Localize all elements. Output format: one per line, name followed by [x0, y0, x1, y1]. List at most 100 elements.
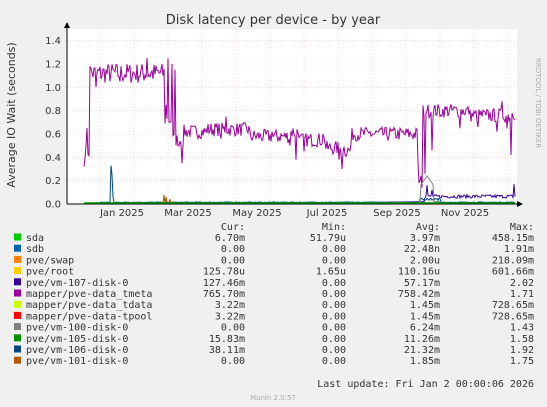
legend-max: 1.71: [510, 289, 534, 300]
legend-avg: 1.45m: [410, 311, 440, 322]
legend-swatch: [14, 300, 21, 308]
legend-max: 1.92: [510, 345, 534, 356]
legend-cur: 125.78u: [203, 267, 245, 278]
legend-min: 0.00: [322, 311, 346, 322]
legend-min: 0.00: [322, 278, 346, 289]
legend-swatch: [14, 323, 21, 331]
x-tick-label: Nov 2025: [441, 208, 489, 219]
legend-name: mapper/pve-data-tpool: [26, 311, 152, 322]
y-tick-label: 0.6: [45, 130, 61, 141]
legend-min: 0.00: [322, 356, 346, 367]
legend-avg: 1.45m: [410, 300, 440, 311]
y-axis-label: Average IO Wait (seconds): [5, 42, 18, 187]
x-axis-arrow: [517, 201, 523, 207]
legend-name: mapper/pve-data_tmeta: [26, 289, 152, 300]
legend-cur: 3.22m: [215, 300, 245, 311]
y-tick-label: 0.4: [45, 153, 61, 164]
x-tick-label: Sep 2025: [373, 208, 420, 219]
legend-cur: 6.70m: [215, 233, 245, 244]
legend-max: 458.15m: [492, 233, 534, 244]
legend-min: 0.00: [322, 289, 346, 300]
legend-min: 0.00: [322, 300, 346, 311]
legend-name: pve/vm-106-disk-0: [26, 345, 128, 356]
legend-cur: 38.11m: [209, 345, 245, 356]
legend-min: 0.00: [322, 255, 346, 266]
legend-avg: 6.24m: [410, 323, 440, 334]
y-tick-label: 0.0: [45, 200, 61, 211]
y-ticks: 0.0 0.2 0.4 0.6 0.8 1.0 1.2 1.4: [45, 36, 61, 210]
legend-name: sdb: [26, 244, 44, 255]
legend-avg: 57.17m: [404, 278, 440, 289]
legend-max: 728.65m: [492, 311, 534, 322]
y-tick-label: 1.2: [45, 60, 61, 71]
legend-avg: 1.85m: [410, 356, 440, 367]
header-avg: Avg:: [416, 222, 440, 233]
legend-avg: 21.32m: [404, 345, 440, 356]
munin-version: Munin 2.0.57: [250, 394, 296, 402]
legend-name: pve/root: [26, 267, 74, 278]
legend-swatch: [14, 311, 21, 319]
legend-avg: 758.42m: [398, 289, 440, 300]
x-tick-label: May 2025: [232, 208, 281, 219]
legend-cur: 0.00: [221, 323, 245, 334]
legend-min: 0.00: [322, 345, 346, 356]
legend-swatch: [14, 233, 21, 241]
legend-name: pve/vm-100-disk-0: [26, 323, 128, 334]
series-line-tmeta: [83, 58, 516, 188]
legend-min: 0.00: [322, 334, 346, 345]
legend-max: 601.66m: [492, 267, 534, 278]
x-ticks: Jan 2025 Mar 2025 May 2025 Jul 2025 Sep 2025…: [99, 208, 489, 219]
legend-cur: 0.00: [221, 356, 245, 367]
y-axis-arrow: [64, 22, 70, 28]
legend-cur: 127.46m: [203, 278, 245, 289]
legend-name: pve/vm-101-disk-0: [26, 356, 128, 367]
header-cur: Cur:: [221, 222, 245, 233]
rrdtool-credit: RRDTOOL / TOBI OETIKER: [534, 58, 542, 148]
legend-max: 2.02: [510, 278, 534, 289]
chart-title: Disk latency per device - by year: [166, 13, 381, 28]
legend-min: 0.00: [322, 244, 346, 255]
legend-swatch: [14, 345, 21, 353]
x-tick-label: Jan 2025: [99, 208, 144, 219]
legend-avg: 2.00u: [410, 255, 440, 266]
legend-swatch: [14, 267, 21, 275]
series-line-vm-100: [418, 175, 440, 203]
header-max: Max:: [510, 222, 534, 233]
legend-min: 0.00: [322, 323, 346, 334]
legend: Cur: Min: Avg: Max: sda 6.70m 51.79u 3.97m 4…: [14, 222, 534, 367]
legend-max: 218.09m: [492, 255, 534, 266]
legend-name: pve/vm-105-disk-0: [26, 334, 128, 345]
y-tick-label: 0.2: [45, 176, 61, 187]
legend-cur: 765.70m: [203, 289, 245, 300]
legend-swatch: [14, 289, 21, 297]
legend-max: 728.65m: [492, 300, 534, 311]
legend-min: 1.65u: [316, 267, 346, 278]
legend-swatch: [14, 278, 21, 286]
legend-max: 1.58: [510, 334, 534, 345]
legend-avg: 11.26m: [404, 334, 440, 345]
plot-area: [67, 29, 517, 204]
legend-swatch: [14, 244, 21, 252]
legend-max: 1.43: [510, 323, 534, 334]
legend-name: pve/swap: [26, 255, 74, 266]
legend-swatch: [14, 334, 21, 342]
legend-min: 51.79u: [310, 233, 346, 244]
legend-swatch: [14, 356, 21, 364]
legend-cur: 0.00: [221, 244, 245, 255]
legend-name: mapper/pve-data_tdata: [26, 300, 152, 311]
y-tick-label: 0.8: [45, 106, 61, 117]
legend-max: 1.91m: [504, 244, 534, 255]
legend-max: 1.75: [510, 356, 534, 367]
legend-avg: 110.16u: [398, 267, 440, 278]
header-min: Min:: [322, 222, 346, 233]
legend-cur: 3.22m: [215, 311, 245, 322]
y-tick-label: 1.0: [45, 83, 61, 94]
legend-cur: 0.00: [221, 255, 245, 266]
legend-name: sda: [26, 233, 44, 244]
legend-name: pve/vm-107-disk-0: [26, 278, 128, 289]
last-update: Last update: Fri Jan 2 00:00:06 2026: [317, 379, 534, 390]
y-tick-label: 1.4: [45, 36, 61, 47]
x-tick-label: Jul 2025: [306, 208, 348, 219]
legend-avg: 22.48n: [404, 244, 440, 255]
